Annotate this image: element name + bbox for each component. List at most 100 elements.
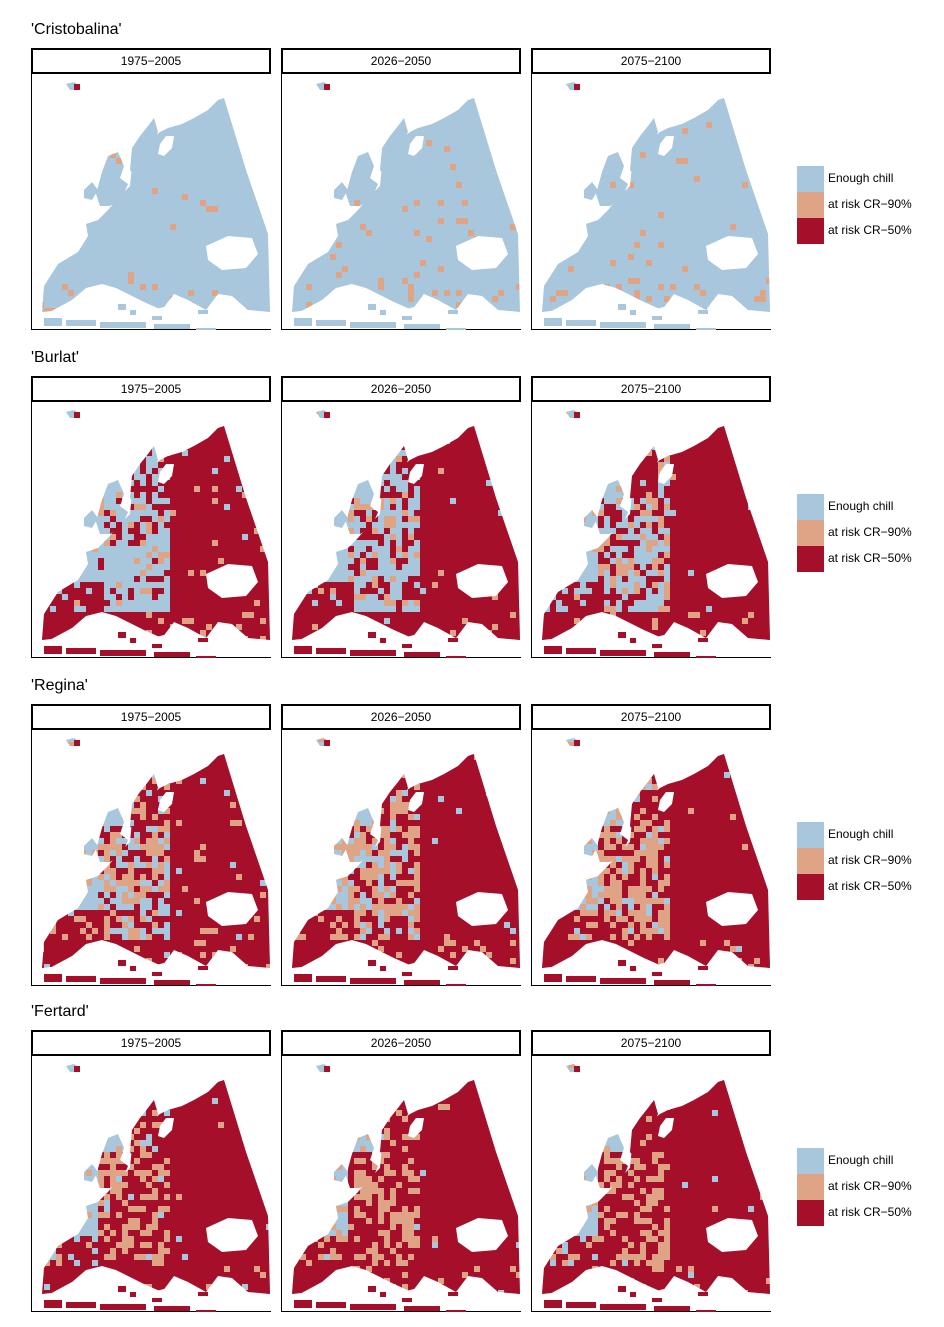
risk-cell (646, 456, 652, 462)
risk-cell (182, 922, 188, 928)
risk-cell (92, 588, 98, 594)
risk-cell (748, 516, 754, 522)
risk-cell (498, 654, 504, 658)
risk-cell (742, 606, 748, 612)
risk-cell (736, 498, 742, 504)
risk-cell (236, 456, 242, 462)
risk-cell (104, 540, 110, 546)
risk-cell (706, 630, 712, 636)
risk-cell (712, 426, 718, 432)
risk-cell (736, 420, 742, 426)
risk-cell (170, 808, 176, 814)
risk-cell (224, 976, 230, 982)
risk-cell (266, 648, 272, 654)
risk-cell (360, 414, 366, 420)
risk-cell (480, 546, 486, 552)
risk-cell (550, 296, 556, 302)
risk-cell (32, 952, 38, 958)
risk-cell (86, 820, 92, 826)
cultivar-title: 'Regina' (31, 677, 88, 694)
risk-cell (402, 594, 408, 600)
risk-cell (152, 904, 158, 910)
risk-cell (266, 432, 270, 438)
risk-cell (282, 624, 288, 630)
risk-cell (372, 516, 378, 522)
risk-cell (426, 516, 432, 522)
risk-cell (140, 892, 146, 898)
risk-cell (646, 624, 652, 630)
risk-cell (372, 612, 378, 618)
risk-cell (92, 934, 98, 940)
risk-cell (224, 958, 230, 964)
risk-cell (56, 868, 62, 874)
risk-cell (50, 958, 56, 964)
risk-cell (248, 982, 254, 986)
risk-cell (670, 516, 676, 522)
risk-cell (372, 564, 378, 570)
risk-cell (266, 576, 270, 582)
risk-cell (236, 594, 242, 600)
risk-cell (158, 402, 164, 408)
risk-cell (164, 940, 170, 946)
risk-cell (134, 558, 140, 564)
risk-cell (694, 474, 700, 480)
risk-cell (736, 546, 742, 552)
risk-cell (498, 468, 504, 474)
risk-cell (98, 892, 104, 898)
risk-cell (706, 492, 712, 498)
risk-cell (718, 474, 724, 480)
risk-cell (360, 504, 366, 510)
risk-cell (86, 618, 92, 624)
risk-cell (104, 838, 110, 844)
risk-cell (462, 462, 468, 468)
risk-cell (664, 594, 670, 600)
risk-cell (604, 564, 610, 570)
risk-cell (676, 456, 682, 462)
risk-cell (200, 904, 206, 910)
risk-cell (456, 552, 462, 558)
risk-cell (492, 600, 498, 606)
risk-cell (44, 618, 50, 624)
risk-cell (248, 826, 254, 832)
risk-cell (634, 432, 640, 438)
risk-cell (480, 540, 486, 546)
risk-cell (176, 600, 182, 606)
risk-cell (134, 480, 140, 486)
risk-cell (182, 904, 188, 910)
risk-cell (134, 450, 140, 456)
risk-cell (200, 790, 206, 796)
risk-cell (242, 594, 248, 600)
risk-cell (212, 534, 218, 540)
risk-cell (182, 784, 188, 790)
risk-cell (230, 796, 236, 802)
risk-cell (390, 612, 396, 618)
risk-cell (688, 582, 694, 588)
risk-cell (658, 516, 664, 522)
risk-cell (176, 540, 182, 546)
risk-cell (92, 862, 98, 868)
risk-cell (486, 540, 492, 546)
risk-cell (236, 534, 242, 540)
risk-cell (438, 588, 444, 594)
risk-cell (420, 438, 426, 444)
risk-cell (610, 576, 616, 582)
risk-cell (212, 492, 218, 498)
risk-cell (200, 862, 206, 868)
island (380, 638, 386, 643)
risk-cell (224, 468, 230, 474)
risk-cell (248, 438, 254, 444)
risk-cell (170, 766, 176, 772)
north-africa (404, 324, 440, 329)
risk-cell (634, 450, 640, 456)
risk-cell (140, 450, 146, 456)
risk-cell (504, 498, 510, 504)
risk-cell (242, 814, 248, 820)
risk-cell (182, 528, 188, 534)
risk-cell (152, 844, 158, 850)
risk-cell (42, 612, 44, 618)
risk-cell (598, 558, 604, 564)
risk-cell (266, 558, 270, 564)
risk-cell (164, 486, 170, 492)
risk-cell (212, 648, 218, 654)
risk-cell (104, 886, 110, 892)
